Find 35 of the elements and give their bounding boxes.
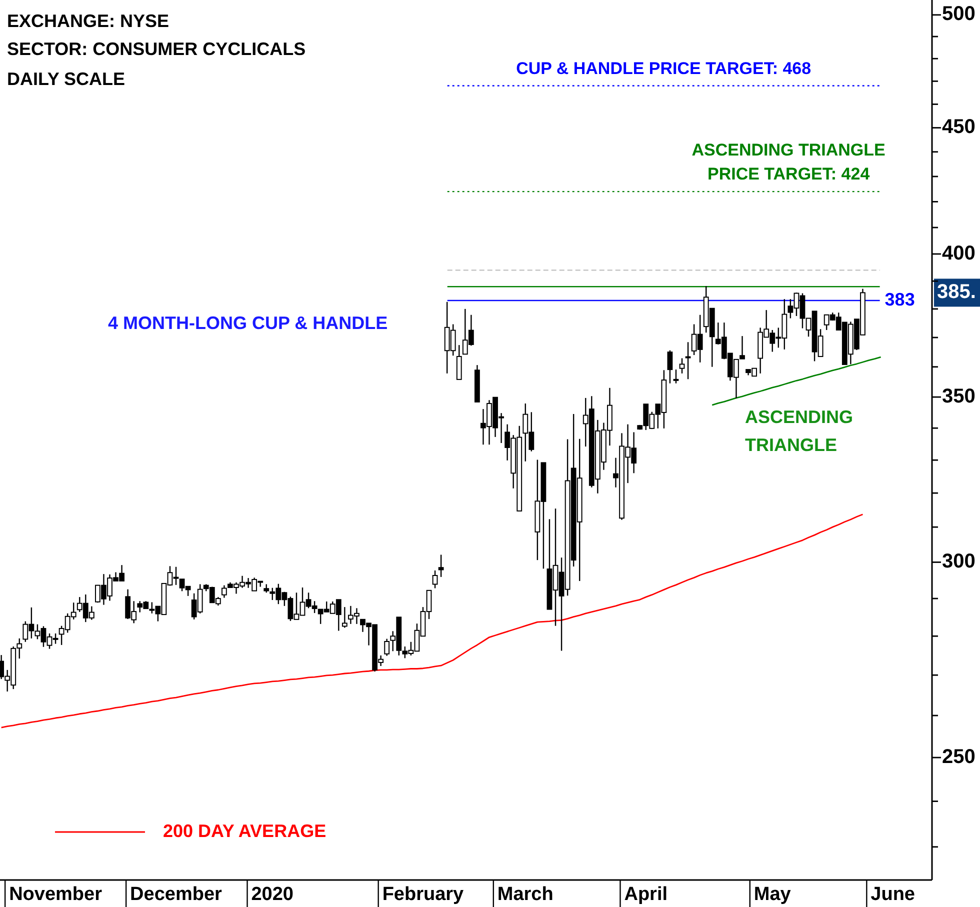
candlestick: [685, 342, 691, 380]
candlestick: [384, 638, 390, 656]
price-tag: 385.: [934, 278, 980, 307]
ref-line-label: 383: [884, 289, 915, 310]
y-tick-label: 400: [942, 242, 976, 264]
x-tick-label: March: [497, 884, 554, 906]
candlestick: [432, 570, 438, 589]
x-tick-label: April: [624, 884, 668, 906]
y-tick-label: 250: [942, 746, 976, 768]
x-tick-label: June: [870, 884, 916, 906]
candlestick: [667, 350, 673, 384]
y-tick-label: 300: [942, 550, 976, 572]
y-tick-label: 500: [942, 3, 976, 26]
x-tick-label: February: [382, 884, 464, 906]
y-tick-label: 350: [942, 385, 976, 408]
x-tick-label: May: [754, 884, 792, 906]
annotation: 4 MONTH-LONG CUP & HANDLE: [108, 312, 388, 333]
annotation: ASCENDING TRIANGLE: [745, 406, 854, 455]
candlestick: [456, 344, 462, 380]
candlestick: [438, 554, 444, 578]
ref-line-label: CUP & HANDLE PRICE TARGET: 468: [516, 58, 812, 78]
line-series: [0, 514, 864, 728]
annotation: SECTOR: CONSUMER CYCLICALS: [7, 38, 306, 59]
x-tick-label: 2020: [251, 884, 294, 906]
legend-label: 200 DAY AVERAGE: [163, 820, 326, 841]
x-tick-label: November: [9, 884, 103, 906]
ref-line-label: ASCENDING TRIANGLE PRICE TARGET: 424: [692, 140, 886, 184]
candlestick: [679, 358, 685, 374]
line-series: [711, 356, 882, 406]
annotation: DAILY SCALE: [7, 68, 126, 89]
x-tick-label: December: [130, 884, 223, 906]
y-tick-label: 450: [942, 116, 976, 138]
candlestick: [342, 606, 348, 628]
candlestick: [673, 368, 679, 384]
annotation: EXCHANGE: NYSE: [7, 10, 170, 31]
